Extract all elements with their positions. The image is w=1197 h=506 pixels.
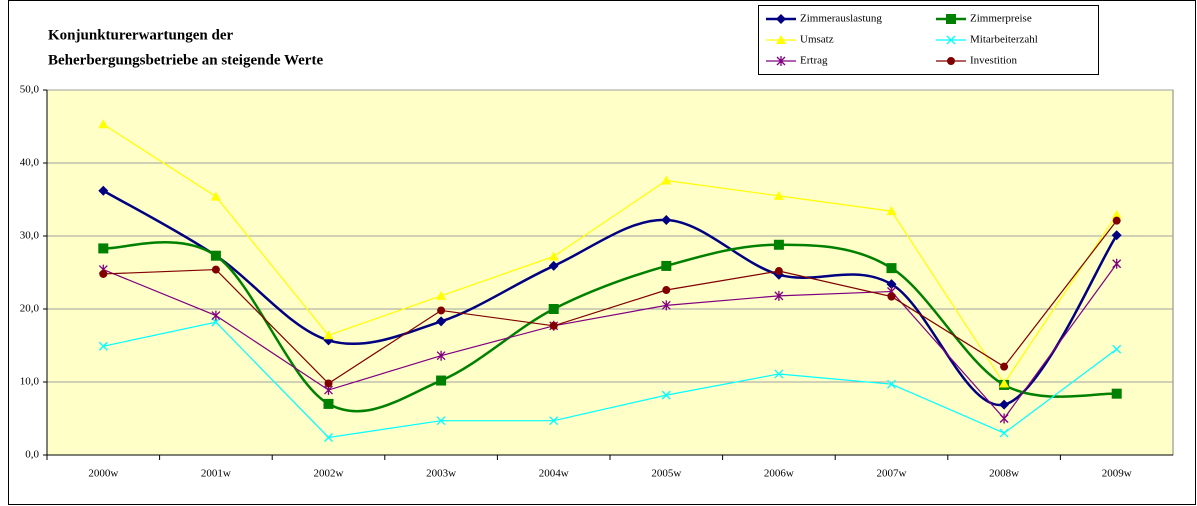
marker <box>436 416 446 426</box>
marker <box>548 251 559 261</box>
x-tick-label: 2000w <box>88 468 118 480</box>
legend-label: Umsatz <box>800 34 834 46</box>
marker <box>436 375 447 386</box>
marker <box>946 35 956 45</box>
marker <box>549 321 558 330</box>
marker <box>437 306 446 315</box>
legend-label: Investition <box>970 55 1018 67</box>
series-line <box>102 189 1118 406</box>
marker <box>1111 388 1122 399</box>
marker <box>211 317 221 327</box>
x-tick-label: 2008w <box>989 468 1019 480</box>
marker <box>436 350 446 361</box>
marker <box>1000 362 1009 371</box>
marker <box>999 428 1009 438</box>
marker <box>98 119 109 129</box>
marker <box>776 56 786 66</box>
y-tick-label: 0,0 <box>25 449 39 461</box>
marker <box>776 14 786 24</box>
marker <box>99 269 108 278</box>
legend-label: Zimmerauslastung <box>800 13 882 25</box>
marker <box>436 290 447 300</box>
marker <box>548 260 559 271</box>
marker <box>210 250 221 261</box>
marker <box>774 267 783 276</box>
marker <box>662 286 671 295</box>
marker <box>98 185 109 196</box>
marker <box>661 260 672 271</box>
marker <box>661 300 671 311</box>
marker <box>774 290 784 301</box>
y-tick-label: 50,0 <box>20 84 40 96</box>
marker <box>661 390 671 400</box>
marker <box>1112 344 1122 354</box>
marker <box>999 399 1010 410</box>
y-tick-label: 20,0 <box>20 303 40 315</box>
marker <box>886 279 897 290</box>
legend-box <box>758 5 1099 75</box>
marker <box>661 214 672 225</box>
marker <box>776 35 786 44</box>
chart-title: Konjunkturerwartungen der <box>48 27 233 43</box>
marker <box>947 57 955 65</box>
marker <box>323 398 334 409</box>
marker <box>98 243 109 254</box>
marker <box>324 379 333 388</box>
x-tick-label: 2001w <box>201 468 231 480</box>
x-tick-label: 2005w <box>651 468 681 480</box>
legend-label: Ertrag <box>800 55 828 67</box>
marker <box>549 416 559 426</box>
series-line <box>103 241 1117 413</box>
marker <box>548 304 559 314</box>
marker <box>98 341 108 351</box>
marker <box>946 14 956 24</box>
y-tick-label: 10,0 <box>20 376 40 388</box>
marker <box>773 239 784 250</box>
y-tick-label: 30,0 <box>20 230 40 242</box>
x-tick-label: 2006w <box>764 468 794 480</box>
x-tick-label: 2007w <box>877 468 907 480</box>
series-line <box>103 321 1118 439</box>
x-tick-label: 2003w <box>426 468 456 480</box>
marker <box>1112 216 1121 225</box>
x-tick-label: 2004w <box>539 468 569 480</box>
series-line <box>102 123 1118 385</box>
x-tick-label: 2009w <box>1102 468 1132 480</box>
marker <box>887 379 896 389</box>
series-line <box>103 263 1118 420</box>
marker <box>210 191 221 201</box>
marker <box>1112 258 1122 269</box>
marker <box>211 265 220 274</box>
chart-title: Beherbergungsbetriebe an steigende Werte <box>48 52 323 68</box>
y-tick-label: 40,0 <box>20 157 40 169</box>
series-line <box>103 220 1118 385</box>
marker <box>1111 209 1122 219</box>
marker <box>211 310 221 321</box>
marker <box>436 316 447 327</box>
marker <box>886 263 897 274</box>
marker <box>999 378 1010 388</box>
legend-label: Mitarbeiterzahl <box>970 34 1038 46</box>
marker <box>887 292 896 301</box>
marker <box>773 190 784 200</box>
x-tick-label: 2002w <box>314 468 344 480</box>
marker <box>324 433 333 442</box>
marker <box>886 206 897 216</box>
marker <box>774 369 784 379</box>
marker <box>323 330 334 340</box>
marker <box>1111 230 1122 241</box>
marker <box>999 413 1009 424</box>
legend-label: Zimmerpreise <box>970 13 1032 25</box>
marker <box>661 175 672 185</box>
